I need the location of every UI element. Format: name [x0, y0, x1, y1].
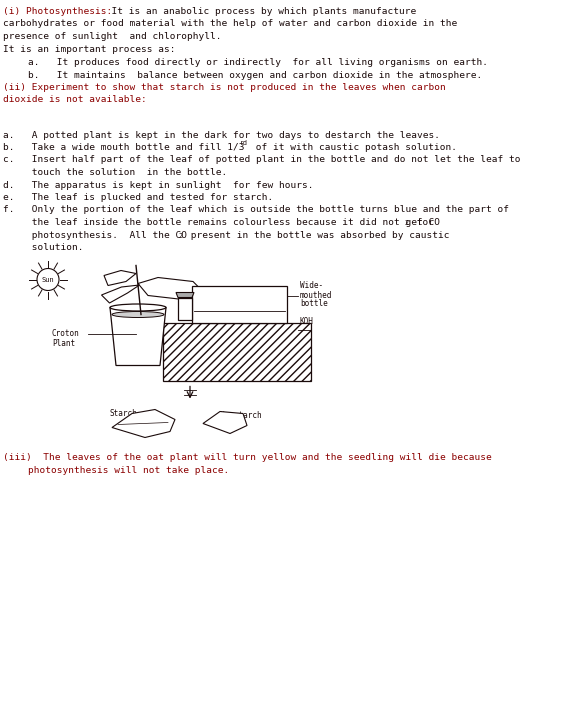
Text: (i) Photosynthesis:: (i) Photosynthesis: [3, 7, 112, 16]
Polygon shape [110, 307, 166, 366]
Ellipse shape [112, 312, 164, 317]
Text: e.   The leaf is plucked and tested for starch.: e. The leaf is plucked and tested for st… [3, 193, 273, 202]
Text: presence of sunlight  and chlorophyll.: presence of sunlight and chlorophyll. [3, 32, 221, 41]
Polygon shape [112, 409, 175, 438]
Text: touch the solution  in the bottle.: touch the solution in the bottle. [3, 168, 227, 177]
Ellipse shape [110, 304, 166, 311]
Text: a.   It produces food directly or indirectly  for all living organisms on earth.: a. It produces food directly or indirect… [28, 58, 488, 67]
Text: solution.: solution. [3, 243, 84, 252]
Bar [178, 297, 192, 319]
Text: No starch: No starch [220, 411, 262, 421]
Text: bottle: bottle [300, 299, 328, 309]
Text: present in the bottle was absorbed by caustic: present in the bottle was absorbed by ca… [185, 230, 450, 240]
Text: It is an anabolic process by which plants manufacture: It is an anabolic process by which plant… [100, 7, 416, 16]
Text: KOH: KOH [300, 317, 314, 327]
Text: Wide-: Wide- [300, 282, 323, 290]
Circle shape [37, 269, 59, 290]
Text: mouthed: mouthed [300, 290, 332, 299]
Text: carbohydrates or food material with the help of water and carbon dioxide in the: carbohydrates or food material with the … [3, 19, 457, 29]
Polygon shape [102, 285, 140, 303]
Text: photosynthesis will not take place.: photosynthesis will not take place. [28, 466, 230, 475]
Text: Sun: Sun [41, 277, 54, 282]
Text: Starch: Starch [110, 409, 138, 418]
Bar [163, 322, 311, 381]
Polygon shape [104, 270, 136, 285]
Text: dioxide is not available:: dioxide is not available: [3, 96, 147, 105]
Text: the leaf inside the bottle remains colourless because it did not get CO: the leaf inside the bottle remains colou… [3, 218, 440, 227]
Text: photosynthesis.  All the CO: photosynthesis. All the CO [3, 230, 187, 240]
Polygon shape [138, 277, 203, 299]
Polygon shape [176, 292, 194, 297]
Text: Plant: Plant [52, 339, 75, 347]
Text: a.   A potted plant is kept in the dark for two days to destarch the leaves.: a. A potted plant is kept in the dark fo… [3, 130, 440, 140]
Text: 2: 2 [404, 220, 408, 226]
Text: Croton: Croton [52, 329, 80, 339]
Text: of it with caustic potash solution.: of it with caustic potash solution. [251, 143, 457, 152]
Text: b.   It maintains  balance between oxygen and carbon dioxide in the atmosphere.: b. It maintains balance between oxygen a… [28, 71, 482, 80]
Text: d.   The apparatus is kept in sunlight  for few hours.: d. The apparatus is kept in sunlight for… [3, 180, 314, 190]
Text: 2: 2 [178, 232, 182, 239]
Text: (ii) Experiment to show that starch is not produced in the leaves when carbon: (ii) Experiment to show that starch is n… [3, 83, 446, 92]
Text: c.   Insert half part of the leaf of potted plant in the bottle and do not let t: c. Insert half part of the leaf of potte… [3, 155, 520, 165]
Text: rd: rd [240, 140, 248, 146]
Text: for: for [411, 218, 434, 227]
Bar [192, 285, 287, 322]
Polygon shape [203, 411, 247, 434]
Text: It is an important process as:: It is an important process as: [3, 44, 176, 53]
Text: (iii)  The leaves of the oat plant will turn yellow and the seedling will die be: (iii) The leaves of the oat plant will t… [3, 453, 492, 463]
Text: f.   Only the portion of the leaf which is outside the bottle turns blue and the: f. Only the portion of the leaf which is… [3, 205, 509, 215]
Text: b.   Take a wide mouth bottle and fill 1/3: b. Take a wide mouth bottle and fill 1/3 [3, 143, 245, 152]
